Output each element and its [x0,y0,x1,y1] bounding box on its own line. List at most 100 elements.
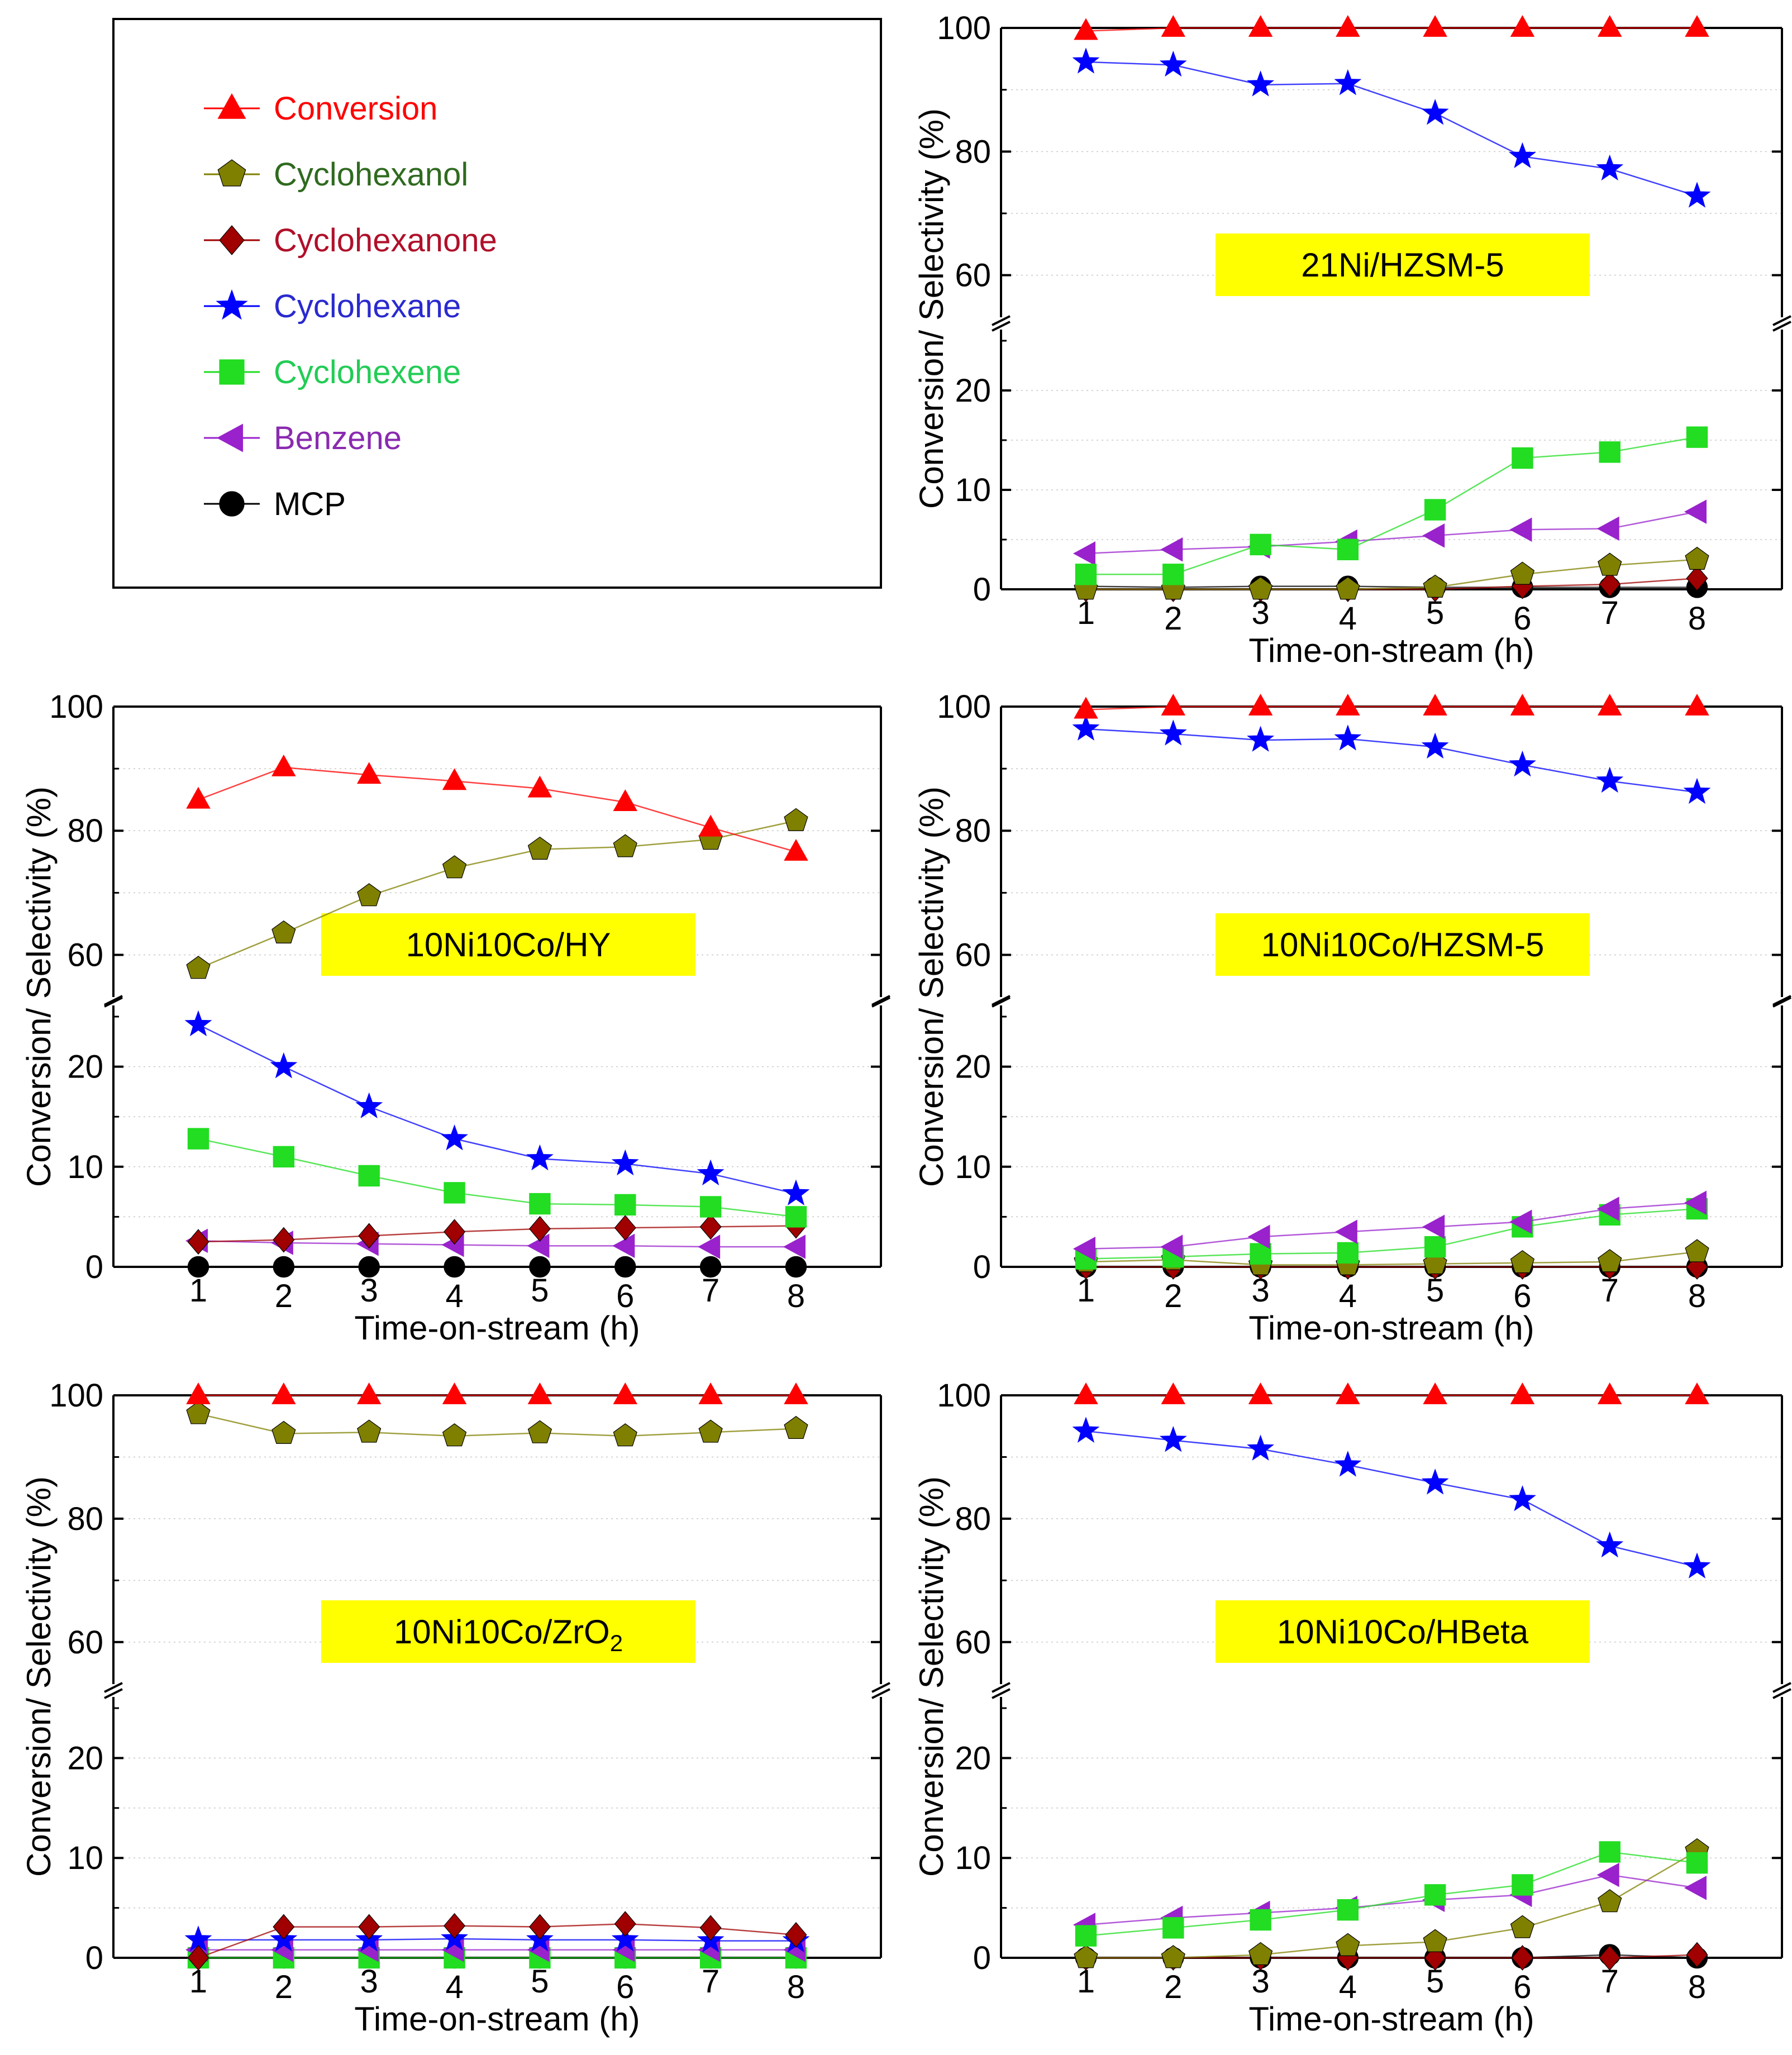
axis-break-mark [992,315,1011,326]
point-cyclohexane [1509,1485,1536,1512]
point-cyclohexane [1683,1552,1711,1579]
y-tick-label: 0 [973,1940,991,1976]
point-cyclohexanol [357,883,382,907]
point-conversion [1248,1382,1273,1404]
point-cyclohexene [1424,1884,1446,1906]
x-tick-label: 2 [1164,600,1182,637]
point-benzene [1684,499,1707,524]
point-cyclohexane [526,1144,554,1171]
legend-marker-cyclohexanol [217,159,246,187]
point-cyclohexene [1512,447,1533,469]
point-cyclohexanone [528,1914,551,1940]
point-cyclohexane [1072,714,1100,741]
series-line-cyclohexene [198,1138,797,1218]
point-cyclohexanol [1598,1889,1622,1913]
point-cyclohexanone [614,1215,636,1241]
axis-break-mark [1772,1682,1791,1693]
x-tick-label: 8 [1688,1969,1706,2005]
point-conversion [1423,693,1447,716]
point-cyclohexane [1683,182,1711,208]
point-cyclohexanone [1599,1945,1621,1971]
x-tick-label: 2 [275,1278,293,1314]
x-tick-label: 1 [189,1272,207,1309]
point-cyclohexanol [271,920,296,943]
point-cyclohexanone [273,1227,295,1253]
point-mcp [358,1256,380,1278]
y-axis-label: Conversion/ Selectivity (%) [913,108,950,509]
point-cyclohexanone [273,1914,295,1940]
series-line-cyclohexane [1085,728,1698,793]
panel-title-box [321,1600,695,1663]
y-tick-label: 20 [67,1049,103,1085]
series-line-benzene [198,1240,796,1248]
point-cyclohexanol [1074,1945,1098,1968]
point-cyclohexane [1334,1451,1362,1477]
point-cyclohexanone [358,1914,380,1940]
point-cyclohexanol [186,1401,211,1424]
axis-break-mark [1772,315,1791,326]
y-tick-label: 60 [67,937,103,973]
x-axis-label: Time-on-stream (h) [1248,2000,1534,2038]
point-conversion [356,1382,382,1404]
axis-break-mark [1772,321,1791,332]
point-conversion [442,768,467,790]
axis-break-mark [1772,995,1791,1006]
panel-title-box [1216,233,1590,296]
point-cyclohexane [184,1010,212,1037]
point-cyclohexanol [784,1415,808,1439]
point-cyclohexanol [1685,1239,1709,1262]
point-conversion [1074,18,1098,40]
series-line-cyclohexanol [198,820,797,970]
y-tick-label: 0 [973,1249,991,1285]
point-cyclohexene [1250,1909,1271,1931]
point-conversion [1597,15,1622,37]
point-conversion [1336,15,1360,37]
point-conversion [698,814,723,837]
point-cyclohexanone [187,1945,209,1971]
point-cyclohexene [1424,499,1446,521]
legend-label-conversion: Conversion [274,90,437,127]
legend-marker-conversion [217,93,246,119]
series-line-cyclohexanone [198,1225,797,1243]
point-conversion [784,1382,808,1404]
point-cyclohexanol [1598,552,1622,576]
point-benzene [527,1233,550,1258]
x-tick-label: 2 [275,1969,293,2005]
point-cyclohexanol [186,956,211,979]
x-tick-label: 2 [1164,1969,1182,2005]
y-tick-label: 80 [67,813,103,849]
axis-break-mark [992,321,1011,332]
series-line-cyclohexane [198,1938,796,1942]
series-line-benzene [1085,1202,1698,1250]
legend-label-cyclohexanol: Cyclohexanol [274,156,468,193]
point-cyclohexane [611,1149,639,1176]
axis-break-mark [992,1682,1011,1693]
chart-panel-2: 0 10 20 60 80 100 1 2 3 4 5 6 7 8 Time-on-stream (h) Co… [20,689,890,1347]
point-cyclohexene [358,1165,380,1187]
axis-break-mark [871,995,890,1006]
x-tick-label: 4 [1339,1969,1357,2005]
point-cyclohexanone [358,1223,380,1249]
point-conversion [1074,1382,1098,1404]
axis-break-mark [1772,1688,1791,1699]
point-cyclohexene [1686,426,1708,448]
point-cyclohexene [1337,1899,1359,1921]
point-mcp [785,1256,807,1278]
x-tick-label: 4 [1339,1278,1357,1314]
point-conversion [1248,15,1273,37]
point-cyclohexanol [613,1423,637,1447]
point-cyclohexanone [1686,565,1708,592]
y-tick-label: 20 [955,373,991,409]
point-conversion [356,762,382,784]
point-cyclohexane [697,1159,725,1186]
point-conversion [698,1382,723,1404]
point-cyclohexanol [1161,1945,1185,1968]
point-conversion [1685,1382,1709,1404]
point-conversion [1510,1382,1535,1404]
point-cyclohexanone [699,1214,722,1240]
panel-title: 21Ni/HZSM-5 [1301,246,1504,284]
y-axis-label: Conversion/ Selectivity (%) [20,786,58,1187]
x-axis-label: Time-on-stream (h) [354,1309,640,1347]
axis-break-mark [104,995,123,1006]
point-cyclohexanone [1599,571,1621,598]
